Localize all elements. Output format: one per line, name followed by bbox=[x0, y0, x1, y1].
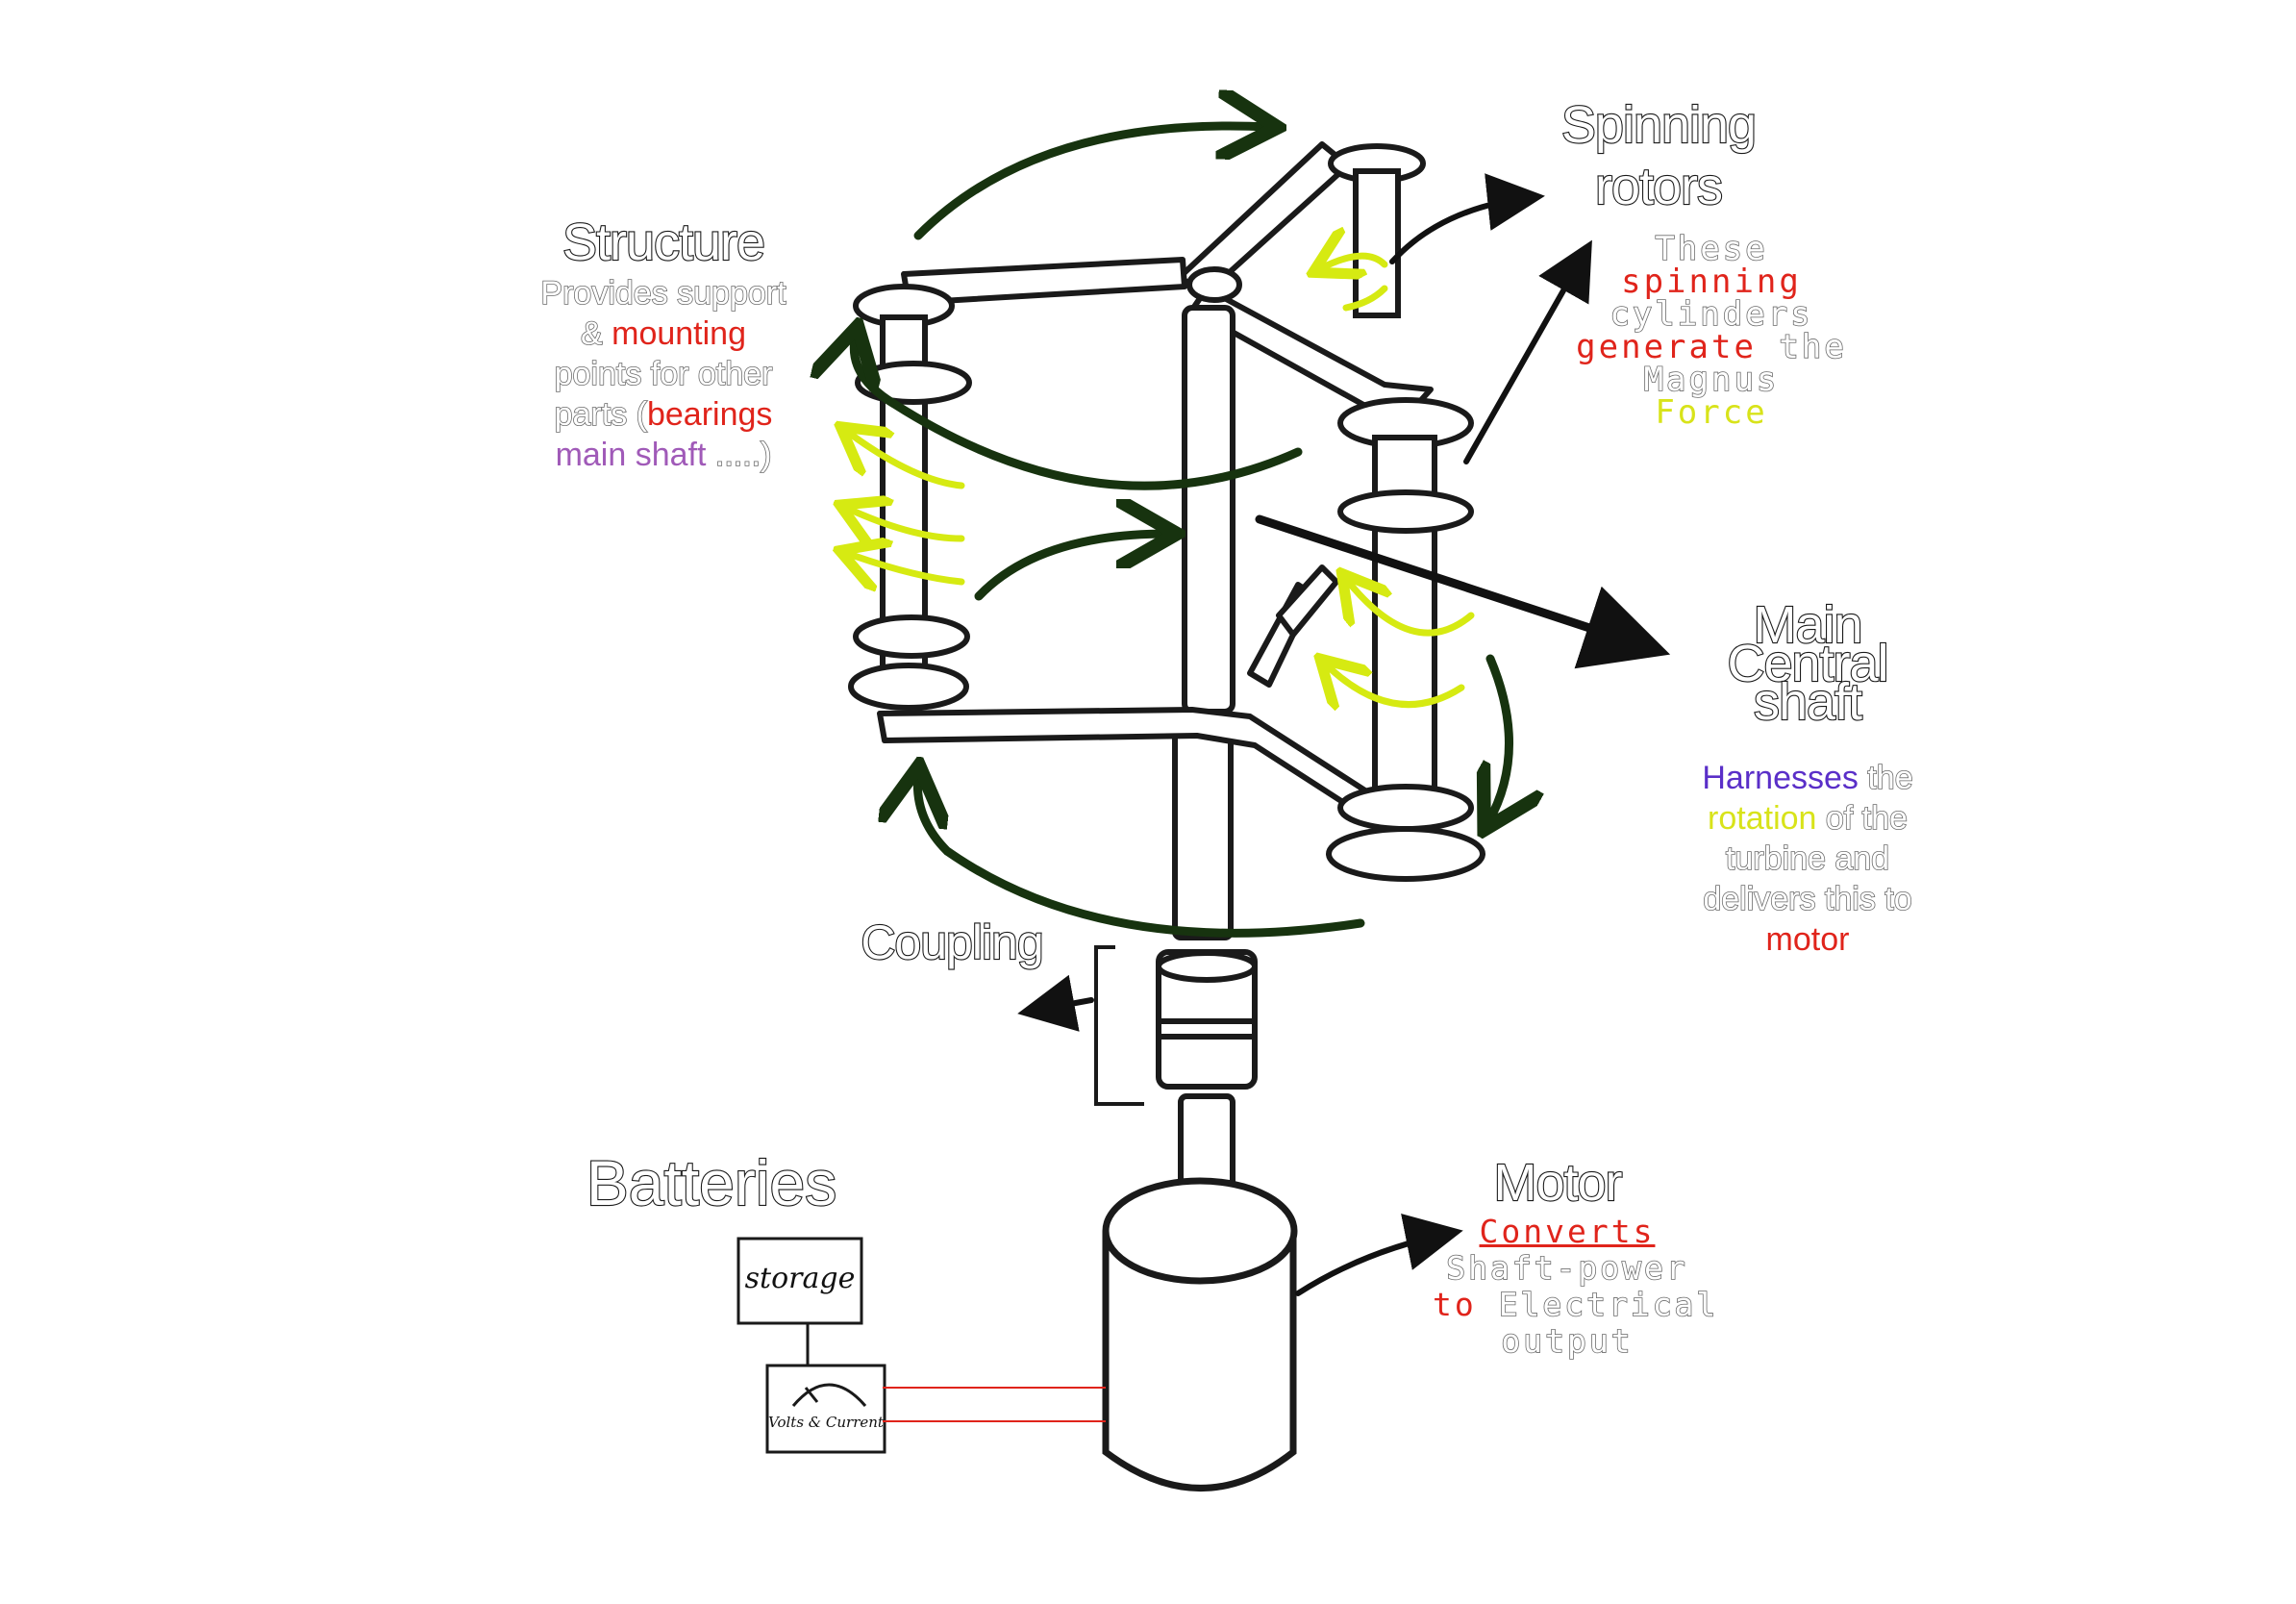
shaft-line-5: motor bbox=[1765, 921, 1850, 958]
pointer-arrow-icon bbox=[1017, 173, 1671, 1296]
rotors-line-5: Magnus bbox=[1643, 361, 1780, 399]
motor-line-3: to Electrical bbox=[1433, 1286, 1719, 1324]
motor-line-2: Shaft-power bbox=[1445, 1249, 1688, 1288]
main-shaft-desc: Harnesses the rotation of the turbine an… bbox=[1663, 758, 1952, 960]
motor-body bbox=[1102, 1177, 1298, 1491]
rotor-front-right bbox=[1326, 397, 1485, 882]
motor-line-4: output bbox=[1501, 1322, 1634, 1361]
structure-line-3: points for other bbox=[554, 355, 773, 393]
batteries-label: Batteries bbox=[586, 1146, 838, 1219]
rotors-line-2: spinning bbox=[1621, 263, 1802, 301]
rotors-line-6: Force bbox=[1655, 393, 1768, 432]
shaft-line-3: turbine and bbox=[1725, 840, 1890, 878]
structure-line-1: Provides support bbox=[540, 274, 787, 313]
structure-line-2: & mounting bbox=[580, 314, 746, 353]
structure-label: Structure Provides support & mounting po… bbox=[519, 212, 808, 475]
motor-title: Motor bbox=[1492, 1153, 1623, 1213]
rotors-line-3: cylinders bbox=[1610, 295, 1813, 334]
motor-desc: Converts Shaft-power to Electrical outpu… bbox=[1433, 1213, 1719, 1361]
main-shaft-title-1: Main bbox=[1752, 596, 1863, 654]
spinning-rotors-title-1: Spinning bbox=[1560, 95, 1758, 155]
spinning-rotors-label: Spinning rotors bbox=[1524, 94, 1793, 217]
rotors-line-1: These bbox=[1655, 230, 1768, 268]
rotor-back-right bbox=[1328, 143, 1426, 318]
structure-title: Structure bbox=[562, 213, 766, 272]
structure-line-5: main shaft .....) bbox=[555, 436, 773, 474]
meter-label: Volts & Current bbox=[768, 1414, 884, 1431]
main-shaft-label: Main Central shaft bbox=[1692, 596, 1923, 731]
storage-label: storage bbox=[744, 1262, 856, 1295]
central-shaft bbox=[1172, 305, 1235, 940]
rotation-arrow-icon bbox=[854, 126, 1509, 938]
spinning-rotors-desc: These spinning cylinders generate the Ma… bbox=[1572, 230, 1851, 432]
top-frame bbox=[901, 141, 1434, 412]
main-shaft-title-2: Central bbox=[1726, 635, 1889, 692]
shaft-line-1: Harnesses the bbox=[1702, 759, 1913, 797]
battery-system bbox=[736, 1237, 1106, 1454]
coupling-label: Coupling bbox=[860, 915, 1045, 970]
rotors-line-4: generate the bbox=[1576, 328, 1847, 366]
rotor-left bbox=[848, 284, 972, 711]
spinning-rotors-title-2: rotors bbox=[1594, 157, 1724, 216]
structure-line-4: parts (bearings bbox=[554, 395, 773, 434]
motor-line-1: Converts bbox=[1479, 1213, 1656, 1250]
shaft-line-2: rotation of the bbox=[1708, 799, 1909, 838]
main-shaft-title-3: shaft bbox=[1753, 673, 1863, 731]
shaft-line-4: delivers this to bbox=[1703, 880, 1913, 918]
coupling bbox=[1094, 945, 1258, 1215]
rotor-spin-arrow-icon bbox=[846, 256, 1475, 704]
